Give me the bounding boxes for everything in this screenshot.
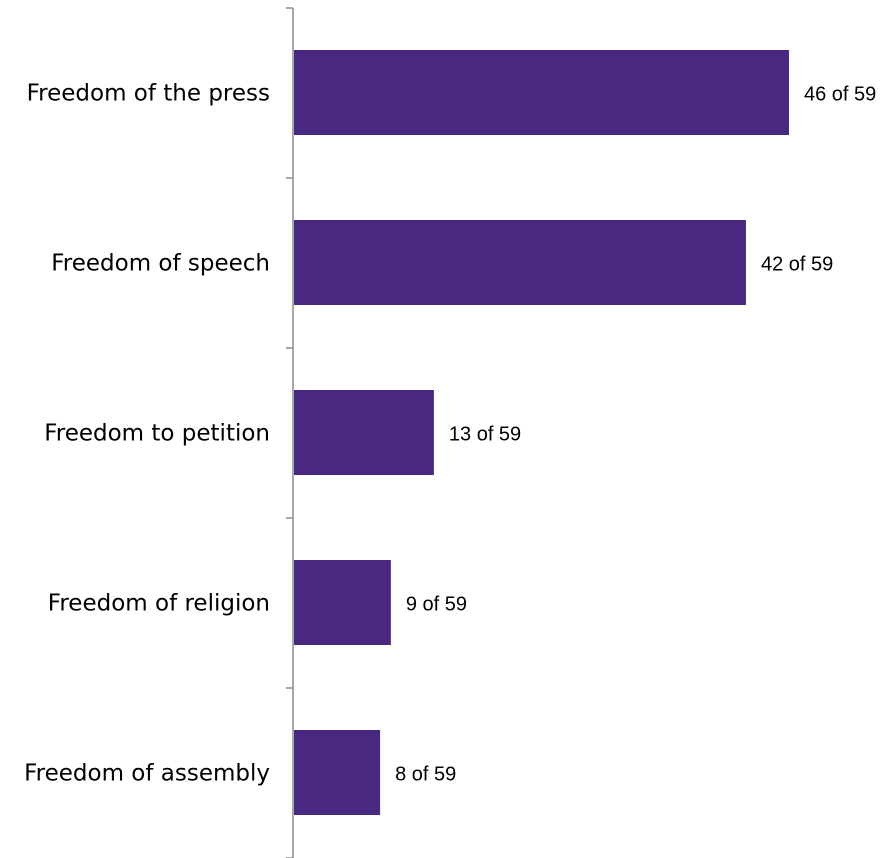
category-labels: Freedom of the press Freedom of speech Fre… (24, 81, 270, 787)
category-label: Freedom of religion (48, 591, 270, 617)
bar (294, 730, 381, 815)
value-label: 46 of 59 (804, 84, 876, 106)
category-label: Freedom of the press (27, 81, 270, 107)
category-label: Freedom of speech (51, 251, 270, 277)
bar (294, 50, 789, 135)
value-label: 9 of 59 (406, 594, 467, 616)
bar (294, 220, 746, 305)
bar (294, 560, 391, 645)
y-axis (286, 7, 294, 858)
value-label: 42 of 59 (761, 254, 833, 276)
bars (294, 50, 789, 815)
value-label: 8 of 59 (395, 764, 456, 786)
category-label: Freedom of assembly (24, 761, 270, 787)
value-labels: 46 of 59 42 of 59 13 of 59 9 of 59 8 of 59 (395, 84, 876, 786)
bar (294, 390, 434, 475)
value-label: 13 of 59 (449, 424, 521, 446)
category-label: Freedom to petition (44, 421, 270, 447)
